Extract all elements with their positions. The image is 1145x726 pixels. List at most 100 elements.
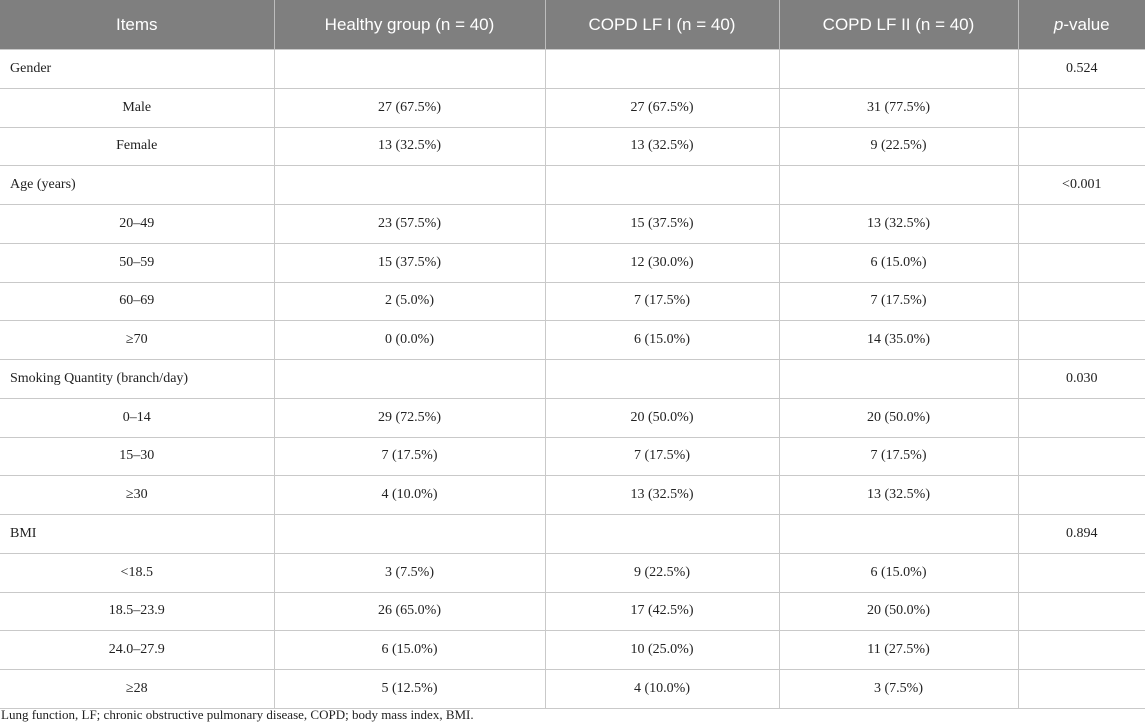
empty-cell xyxy=(1017,591,1145,632)
table-row: ≥30 4 (10.0%) 13 (32.5%) 13 (32.5%) xyxy=(0,475,1145,515)
table-row: 18.5–23.9 26 (65.0%) 17 (42.5%) 20 (50.0%) xyxy=(0,591,1145,632)
empty-cell xyxy=(778,514,1019,554)
empty-cell xyxy=(1017,281,1145,322)
lf1-value: 13 (32.5%) xyxy=(544,475,780,515)
p-value-cell: <0.001 xyxy=(1017,165,1145,205)
lf1-value: 10 (25.0%) xyxy=(544,630,780,670)
healthy-value: 27 (67.5%) xyxy=(273,87,546,128)
p-value-cell: 0.524 xyxy=(1017,49,1145,89)
lf1-value: 7 (17.5%) xyxy=(544,436,780,477)
empty-cell xyxy=(544,514,780,554)
healthy-value: 7 (17.5%) xyxy=(273,436,546,477)
header-healthy-group: Healthy group (n = 40) xyxy=(274,0,546,50)
empty-cell xyxy=(544,49,780,89)
lf2-value: 6 (15.0%) xyxy=(778,552,1019,593)
lf2-value: 20 (50.0%) xyxy=(778,591,1019,632)
table-row: 24.0–27.9 6 (15.0%) 10 (25.0%) 11 (27.5%) xyxy=(0,630,1145,670)
healthy-value: 29 (72.5%) xyxy=(273,397,546,438)
item-label: 60–69 xyxy=(0,281,275,322)
lf2-value: 13 (32.5%) xyxy=(778,475,1019,515)
item-label: <18.5 xyxy=(0,552,275,593)
p-value-cell: 0.894 xyxy=(1017,514,1145,554)
table-row: 0–14 29 (72.5%) 20 (50.0%) 20 (50.0%) xyxy=(0,397,1145,438)
table-footnote: Lung function, LF; chronic obstructive p… xyxy=(1,707,474,722)
item-label: ≥70 xyxy=(0,320,275,360)
category-label: Gender xyxy=(0,49,275,89)
empty-cell xyxy=(1017,436,1145,477)
lf2-value: 13 (32.5%) xyxy=(778,204,1019,244)
empty-cell xyxy=(1017,87,1145,128)
lf2-value: 14 (35.0%) xyxy=(778,320,1019,360)
item-label: 15–30 xyxy=(0,436,275,477)
item-label: ≥30 xyxy=(0,475,275,515)
empty-cell xyxy=(778,165,1019,205)
item-label: 0–14 xyxy=(0,397,275,438)
lf2-value: 7 (17.5%) xyxy=(778,281,1019,322)
empty-cell xyxy=(1017,397,1145,438)
healthy-value: 13 (32.5%) xyxy=(273,126,546,167)
header-row: Items Healthy group (n = 40) COPD LF I (… xyxy=(0,0,1145,50)
lf1-value: 9 (22.5%) xyxy=(544,552,780,593)
empty-cell xyxy=(1017,126,1145,167)
item-label: 20–49 xyxy=(0,204,275,244)
p-value-suffix: -value xyxy=(1063,14,1110,34)
empty-cell xyxy=(273,165,546,205)
healthy-value: 0 (0.0%) xyxy=(273,320,546,360)
empty-cell xyxy=(273,359,546,399)
healthy-value: 4 (10.0%) xyxy=(273,475,546,515)
empty-cell xyxy=(273,514,546,554)
table-row: ≥70 0 (0.0%) 6 (15.0%) 14 (35.0%) xyxy=(0,320,1145,360)
lf1-value: 13 (32.5%) xyxy=(544,126,780,167)
lf2-value: 3 (7.5%) xyxy=(778,669,1019,709)
category-row: Gender 0.524 xyxy=(0,49,1145,89)
empty-cell xyxy=(1017,204,1145,244)
table-row: ≥28 5 (12.5%) 4 (10.0%) 3 (7.5%) xyxy=(0,669,1145,709)
header-copd-lf-1: COPD LF I (n = 40) xyxy=(545,0,780,50)
characteristics-table: Items Healthy group (n = 40) COPD LF I (… xyxy=(0,0,1145,709)
empty-cell xyxy=(1017,475,1145,515)
lf1-value: 4 (10.0%) xyxy=(544,669,780,709)
lf2-value: 9 (22.5%) xyxy=(778,126,1019,167)
empty-cell xyxy=(273,49,546,89)
header-copd-lf-2: COPD LF II (n = 40) xyxy=(779,0,1019,50)
empty-cell xyxy=(1017,552,1145,593)
healthy-value: 3 (7.5%) xyxy=(273,552,546,593)
header-items: Items xyxy=(0,0,275,50)
lf1-value: 17 (42.5%) xyxy=(544,591,780,632)
header-p-value: p-value xyxy=(1018,0,1145,50)
lf2-value: 20 (50.0%) xyxy=(778,397,1019,438)
healthy-value: 2 (5.0%) xyxy=(273,281,546,322)
lf2-value: 31 (77.5%) xyxy=(778,87,1019,128)
healthy-value: 26 (65.0%) xyxy=(273,591,546,632)
item-label: Male xyxy=(0,87,275,128)
healthy-value: 15 (37.5%) xyxy=(273,242,546,283)
item-label: ≥28 xyxy=(0,669,275,709)
lf1-value: 20 (50.0%) xyxy=(544,397,780,438)
item-label: Female xyxy=(0,126,275,167)
table-row: 20–49 23 (57.5%) 15 (37.5%) 13 (32.5%) xyxy=(0,204,1145,244)
category-label: BMI xyxy=(0,514,275,554)
empty-cell xyxy=(1017,242,1145,283)
category-row: Age (years) <0.001 xyxy=(0,165,1145,205)
table-row: <18.5 3 (7.5%) 9 (22.5%) 6 (15.0%) xyxy=(0,552,1145,593)
lf1-value: 12 (30.0%) xyxy=(544,242,780,283)
table-row: 15–30 7 (17.5%) 7 (17.5%) 7 (17.5%) xyxy=(0,436,1145,477)
lf1-value: 27 (67.5%) xyxy=(544,87,780,128)
empty-cell xyxy=(1017,669,1145,709)
healthy-value: 5 (12.5%) xyxy=(273,669,546,709)
empty-cell xyxy=(544,359,780,399)
empty-cell xyxy=(544,165,780,205)
healthy-value: 6 (15.0%) xyxy=(273,630,546,670)
lf2-value: 6 (15.0%) xyxy=(778,242,1019,283)
empty-cell xyxy=(778,49,1019,89)
category-label: Smoking Quantity (branch/day) xyxy=(0,359,275,399)
empty-cell xyxy=(1017,320,1145,360)
empty-cell xyxy=(778,359,1019,399)
category-label: Age (years) xyxy=(0,165,275,205)
category-row: BMI 0.894 xyxy=(0,514,1145,554)
lf1-value: 15 (37.5%) xyxy=(544,204,780,244)
p-italic: p xyxy=(1053,14,1064,34)
lf1-value: 7 (17.5%) xyxy=(544,281,780,322)
lf2-value: 11 (27.5%) xyxy=(778,630,1019,670)
item-label: 50–59 xyxy=(0,242,275,283)
